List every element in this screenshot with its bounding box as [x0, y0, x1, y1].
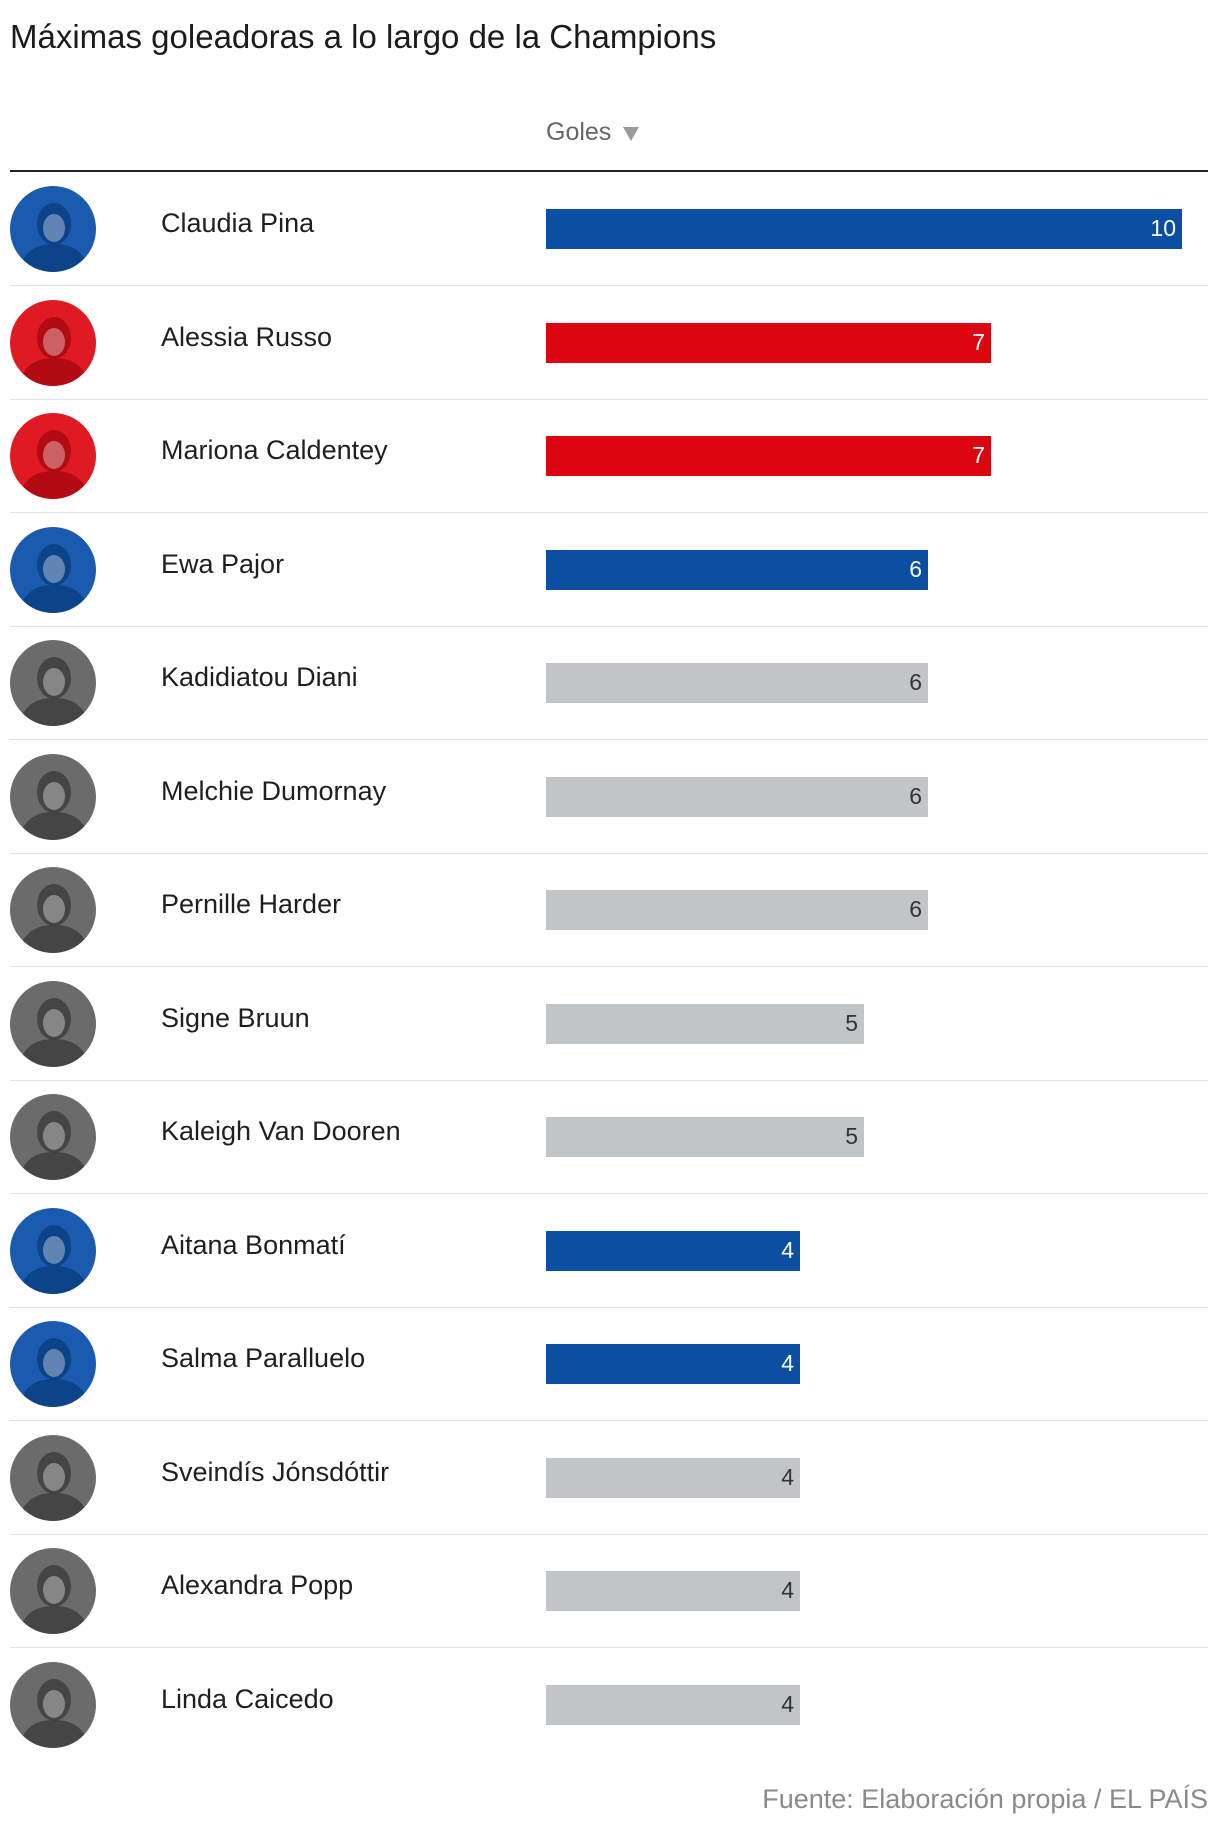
player-name: Mariona Caldentey — [161, 435, 388, 465]
player-row: Kadidiatou Diani 6 — [10, 626, 1208, 740]
goals-bar: 4 — [546, 1458, 800, 1498]
goals-bar: 6 — [546, 777, 928, 817]
goals-value-label: 6 — [909, 669, 922, 695]
goals-value-label: 10 — [1150, 215, 1176, 241]
player-avatar — [10, 186, 96, 272]
player-row: Claudia Pina 10 — [10, 172, 1208, 286]
goals-bar: 4 — [546, 1231, 800, 1271]
player-row: Mariona Caldentey 7 — [10, 399, 1208, 513]
goals-bar: 4 — [546, 1571, 800, 1611]
sort-descending-icon[interactable] — [623, 126, 640, 141]
goals-value-label: 6 — [909, 896, 922, 922]
player-row: Melchie Dumornay 6 — [10, 740, 1208, 854]
player-row: Alessia Russo 7 — [10, 286, 1208, 400]
goals-value-label: 5 — [845, 1010, 858, 1036]
goals-bar: 7 — [546, 436, 991, 476]
goals-value-label: 6 — [909, 783, 922, 809]
goals-value-label: 7 — [972, 442, 985, 468]
player-avatar — [10, 527, 96, 613]
player-avatar — [10, 981, 96, 1067]
source-note: Fuente: Elaboración propia / EL PAÍS — [762, 1784, 1208, 1814]
goals-bar: 6 — [546, 663, 928, 703]
goals-value-label: 4 — [781, 1691, 794, 1717]
header-divider — [10, 170, 1208, 172]
player-name: Kaleigh Van Dooren — [161, 1116, 401, 1146]
goals-value-label: 7 — [972, 329, 985, 355]
player-avatar — [10, 300, 96, 386]
goals-column-header[interactable]: Goles — [546, 118, 640, 147]
player-row: Ewa Pajor 6 — [10, 513, 1208, 627]
player-row: Salma Paralluelo 4 — [10, 1307, 1208, 1421]
goals-value-label: 4 — [781, 1350, 794, 1376]
player-row: Signe Bruun 5 — [10, 967, 1208, 1081]
player-avatar — [10, 1208, 96, 1294]
player-name: Signe Bruun — [161, 1003, 310, 1033]
player-avatar — [10, 1094, 96, 1180]
chart-title: Máximas goleadoras a lo largo de la Cham… — [10, 18, 717, 55]
player-avatar — [10, 1435, 96, 1521]
goals-column-label: Goles — [546, 118, 612, 146]
player-row: Kaleigh Van Dooren 5 — [10, 1080, 1208, 1194]
player-name: Aitana Bonmatí — [161, 1230, 346, 1260]
player-row: Pernille Harder 6 — [10, 853, 1208, 967]
goals-bar: 6 — [546, 890, 928, 930]
player-name: Kadidiatou Diani — [161, 662, 358, 692]
goals-value-label: 4 — [781, 1237, 794, 1263]
player-name: Claudia Pina — [161, 208, 315, 238]
player-avatar — [10, 1662, 96, 1748]
goals-bar: 6 — [546, 550, 928, 590]
player-name: Salma Paralluelo — [161, 1343, 366, 1373]
goals-value-label: 4 — [781, 1464, 794, 1490]
goals-bar: 4 — [546, 1685, 800, 1725]
goals-bar: 5 — [546, 1117, 864, 1157]
player-row: Sveindís Jónsdóttir 4 — [10, 1421, 1208, 1535]
player-avatar — [10, 867, 96, 953]
player-avatar — [10, 1321, 96, 1407]
player-avatar — [10, 754, 96, 840]
goals-bar: 10 — [546, 209, 1182, 249]
player-row: Linda Caicedo 4 — [10, 1648, 1208, 1761]
goals-value-label: 5 — [845, 1123, 858, 1149]
player-avatar — [10, 1548, 96, 1634]
goals-value-label: 4 — [781, 1577, 794, 1603]
goals-bar: 7 — [546, 323, 991, 363]
player-avatar — [10, 640, 96, 726]
player-name: Alexandra Popp — [161, 1570, 354, 1600]
player-name: Pernille Harder — [161, 889, 342, 919]
goals-bar: 4 — [546, 1344, 800, 1384]
goals-value-label: 6 — [909, 556, 922, 582]
player-name: Linda Caicedo — [161, 1684, 334, 1714]
goals-bar: 5 — [546, 1004, 864, 1044]
player-name: Melchie Dumornay — [161, 776, 387, 806]
player-row: Alexandra Popp 4 — [10, 1534, 1208, 1648]
player-avatar — [10, 413, 96, 499]
player-name: Sveindís Jónsdóttir — [161, 1457, 390, 1487]
player-name: Ewa Pajor — [161, 549, 285, 579]
player-row: Aitana Bonmatí 4 — [10, 1194, 1208, 1308]
player-name: Alessia Russo — [161, 322, 333, 352]
